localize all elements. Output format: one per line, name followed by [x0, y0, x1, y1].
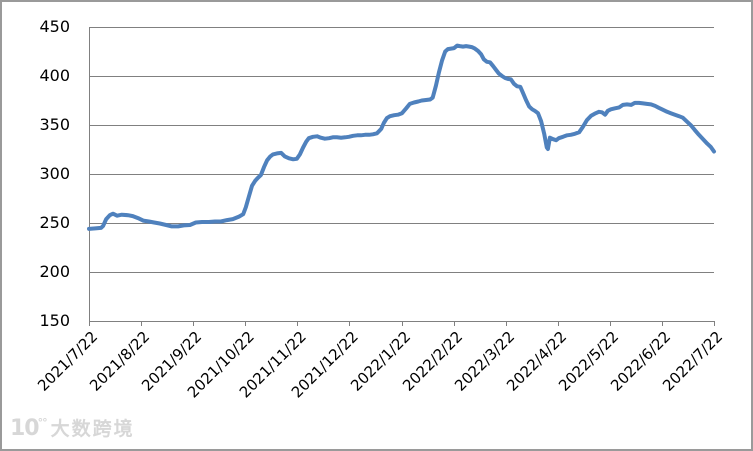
- y-axis-label: 200: [39, 262, 70, 281]
- watermark-text: 大数跨境: [50, 418, 135, 441]
- y-axis-label: 250: [39, 213, 70, 232]
- y-axis-label: 400: [39, 66, 70, 85]
- y-axis-label: 350: [39, 115, 70, 134]
- watermark: 10°° 大数跨境: [10, 416, 135, 441]
- gridlines: [89, 27, 715, 326]
- watermark-logo-icon: 10°°: [10, 416, 48, 441]
- y-axis-label: 150: [39, 311, 70, 330]
- y-axis-label: 300: [39, 164, 70, 183]
- y-axis-label: 450: [39, 17, 70, 36]
- series-index-value: [87, 43, 716, 231]
